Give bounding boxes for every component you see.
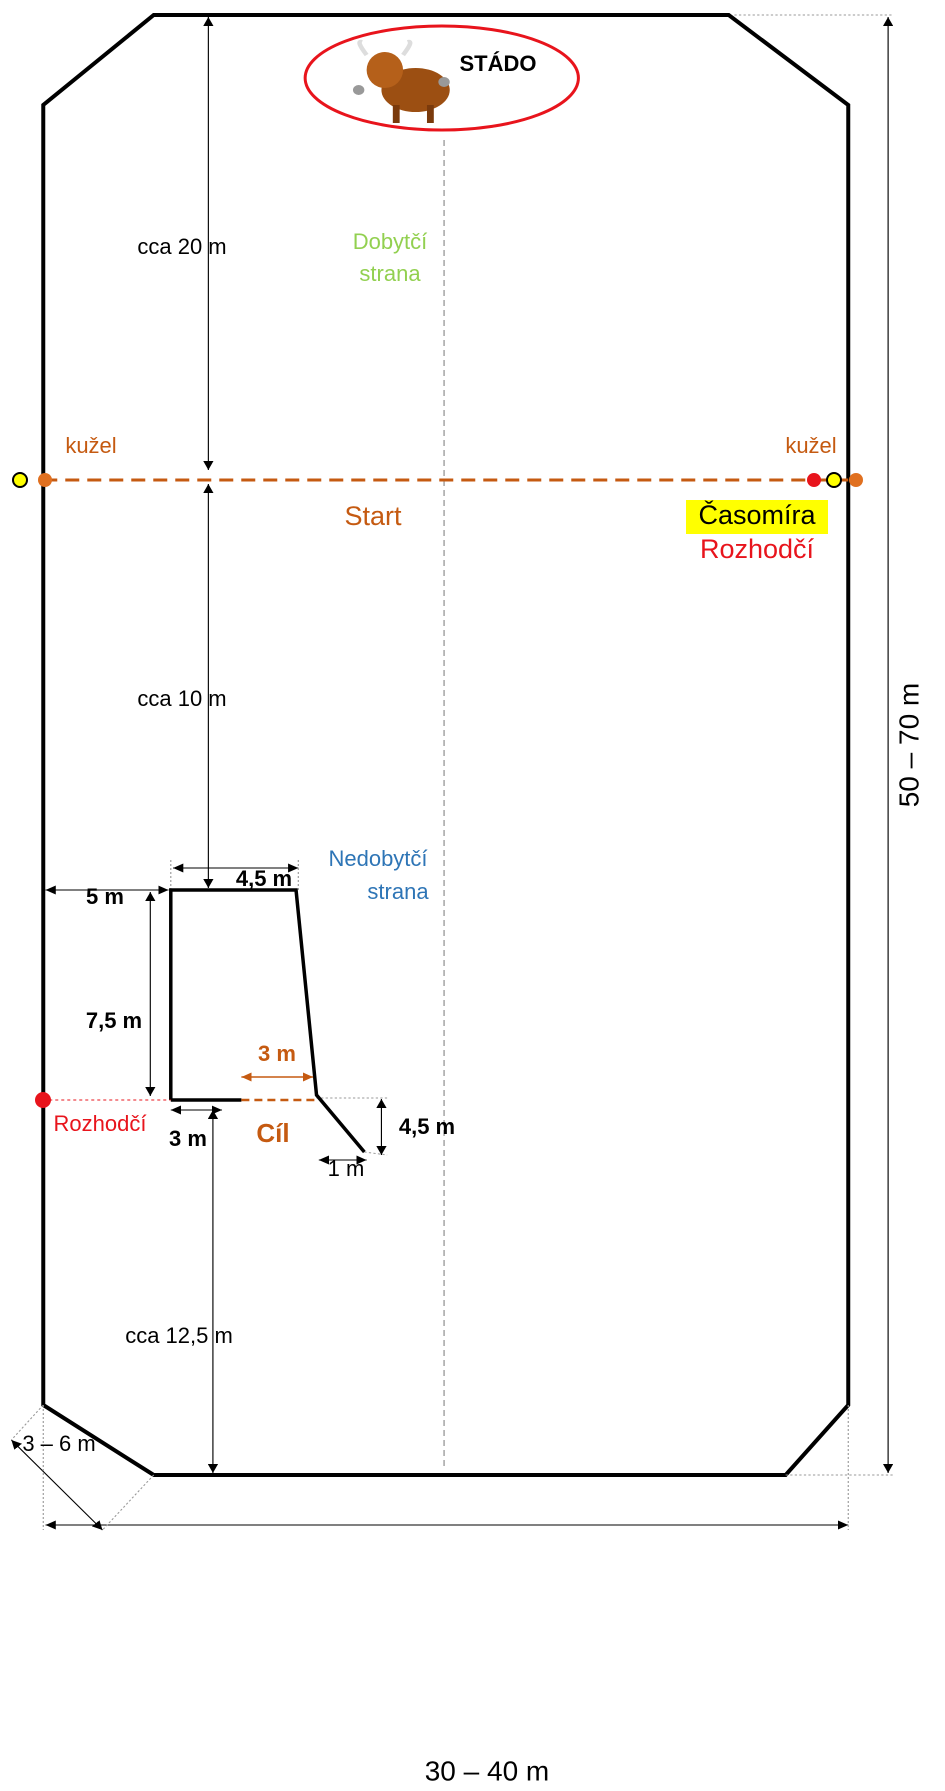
dim-label: 1 m (328, 1156, 365, 1181)
dim-label: 30 – 40 m (425, 1755, 550, 1786)
zone-label: strana (367, 879, 429, 904)
herd-label: STÁDO (460, 51, 537, 76)
cone-label: kužel (785, 433, 836, 458)
referee-label: Rozhodčí (54, 1111, 147, 1136)
referee-label: Rozhodčí (700, 534, 815, 564)
timekeeper-label: Časomíra (698, 499, 816, 530)
points (12, 472, 863, 1108)
dim-label: cca 20 m (137, 234, 226, 259)
start-label: Start (344, 501, 402, 531)
dim-label: 5 m (86, 884, 124, 909)
pen (171, 890, 365, 1152)
dim-label: 7,5 m (86, 1008, 142, 1033)
cone-yellow (826, 472, 842, 488)
dim-label: 3 m (258, 1041, 296, 1066)
bull-icon (352, 39, 450, 123)
dim-label: cca 12,5 m (125, 1323, 233, 1348)
dim-label: 50 – 70 m (893, 683, 924, 808)
cone-yellow (12, 472, 28, 488)
zone-label: strana (359, 261, 421, 286)
dim-label: 4,5 m (399, 1114, 455, 1139)
herd-ellipse (305, 26, 578, 130)
zone-label: Dobytčí (353, 229, 428, 254)
cone-label: kužel (65, 433, 116, 458)
dim-label: cca 10 m (137, 686, 226, 711)
timekeeper-highlight (686, 500, 828, 534)
referee-dot (35, 1092, 51, 1108)
finish-label: Cíl (256, 1118, 289, 1148)
field-shapes (10, 14, 894, 1531)
dim-label: 3 – 6 m (22, 1431, 95, 1456)
dim-label: 4,5 m (236, 866, 292, 891)
referee-dot (807, 473, 821, 487)
zone-label: Nedobytčí (328, 846, 427, 871)
dim-label: 3 m (169, 1126, 207, 1151)
cone (38, 473, 52, 487)
dimension-arrows (10, 14, 894, 1531)
cone (849, 473, 863, 487)
